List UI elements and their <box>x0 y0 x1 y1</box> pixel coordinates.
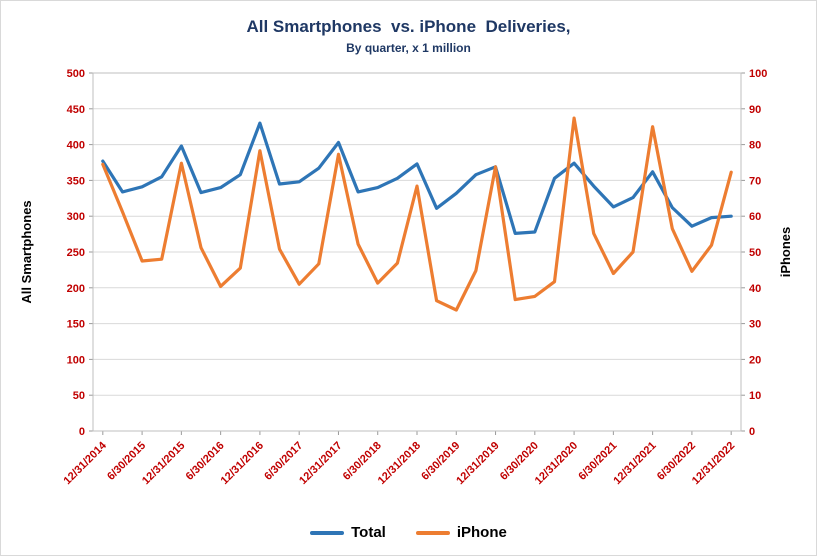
x-axis-tick-label: 12/31/2019 <box>454 440 501 487</box>
legend-item-total: Total <box>310 524 386 541</box>
x-axis-tick-label: 12/31/2022 <box>690 440 737 487</box>
right-axis-tick-label: 30 <box>749 319 761 331</box>
left-axis-tick-label: 150 <box>67 319 85 331</box>
right-axis-tick-label: 50 <box>749 247 761 259</box>
right-axis-tick-label: 0 <box>749 426 755 438</box>
x-axis-tick-label: 12/31/2016 <box>219 440 266 487</box>
iphone-line-swatch-icon <box>415 530 450 535</box>
right-axis-tick-label: 10 <box>749 390 761 402</box>
left-axis-tick-label: 500 <box>67 68 85 80</box>
right-axis-tick-label: 60 <box>749 211 761 223</box>
x-axis-tick-label: 12/31/2020 <box>533 440 580 487</box>
left-axis-tick-label: 250 <box>67 247 85 259</box>
left-axis-tick-label: 450 <box>67 104 85 116</box>
left-axis-tick-label: 0 <box>79 426 85 438</box>
right-axis-tick-label: 70 <box>749 175 761 187</box>
total-series-line <box>101 121 733 235</box>
left-axis-tick-label: 400 <box>67 140 85 152</box>
left-axis-tick-label: 50 <box>73 390 85 402</box>
right-axis-tick-label: 20 <box>749 354 761 366</box>
left-axis-tick-label: 100 <box>67 354 85 366</box>
left-axis-tick-label: 300 <box>67 211 85 223</box>
y-axis-title-right: iPhones <box>778 227 793 278</box>
iphone-series-line <box>101 116 733 312</box>
y-axis-title-left: All Smartphones <box>19 200 34 303</box>
chart-title: All Smartphones vs. iPhone Deliveries, <box>246 17 571 36</box>
right-axis-tick-label: 40 <box>749 283 761 295</box>
legend-label-total: Total <box>351 524 386 541</box>
legend-label-iphone: iPhone <box>456 524 507 541</box>
plot-series-and-axes: 0 50 100 150 200 250 300 350 400 450 500 0 10 20 30 40 5… <box>62 68 768 487</box>
x-axis-tick-label: 12/31/2015 <box>140 440 187 487</box>
x-axis-tick-label: 12/31/2018 <box>376 440 423 487</box>
right-axis-tick-label: 100 <box>749 68 767 80</box>
x-axis-tick-label: 12/31/2017 <box>297 440 344 487</box>
right-axis-tick-label: 90 <box>749 104 761 116</box>
x-axis-tick-label: 12/31/2021 <box>611 440 658 487</box>
plot-border <box>92 72 742 432</box>
x-axis-tick-label: 12/31/2014 <box>62 439 110 487</box>
left-axis-tick-label: 350 <box>67 175 85 187</box>
right-axis-tick-label: 80 <box>749 140 761 152</box>
legend: Total iPhone <box>1 524 816 541</box>
left-axis-tick-label: 200 <box>67 283 85 295</box>
legend-item-iphone: iPhone <box>415 524 507 541</box>
total-line-swatch-icon <box>310 530 345 535</box>
chart-subtitle: By quarter, x 1 million <box>346 41 471 55</box>
